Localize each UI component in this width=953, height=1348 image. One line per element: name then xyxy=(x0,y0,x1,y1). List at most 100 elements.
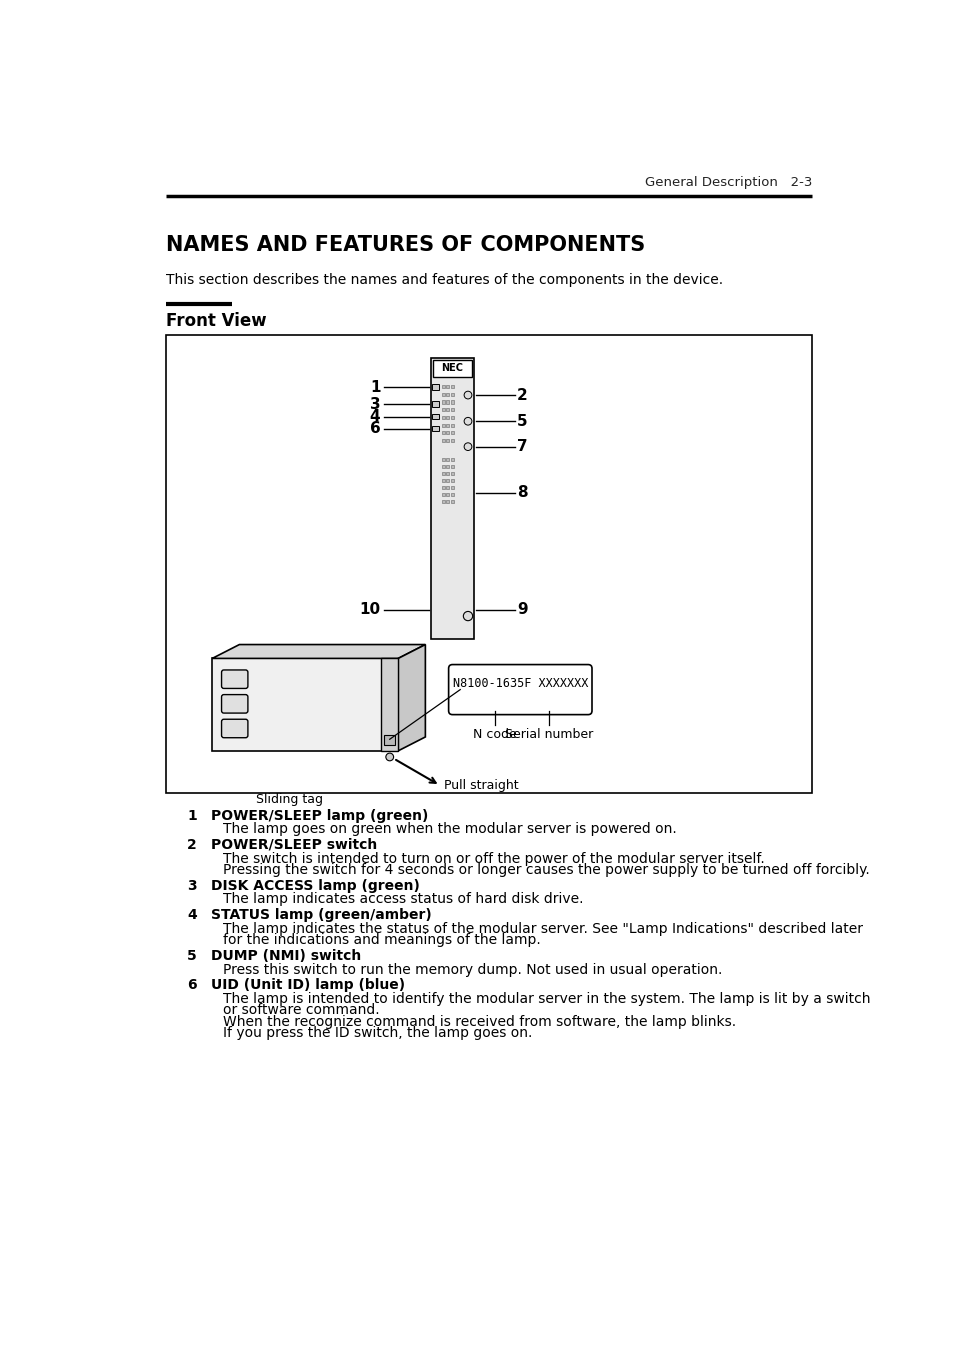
Text: 4: 4 xyxy=(370,410,380,425)
Text: Pressing the switch for 4 seconds or longer causes the power supply to be turned: Pressing the switch for 4 seconds or lon… xyxy=(223,863,869,878)
Text: This section describes the names and features of the components in the device.: This section describes the names and fea… xyxy=(166,274,722,287)
Bar xyxy=(446,439,449,442)
Text: 5: 5 xyxy=(187,949,196,962)
Text: POWER/SLEEP lamp (green): POWER/SLEEP lamp (green) xyxy=(211,809,428,822)
Bar xyxy=(451,472,454,474)
Bar xyxy=(446,392,449,396)
Text: The lamp indicates the status of the modular server. See "Lamp Indications" desc: The lamp indicates the status of the mod… xyxy=(223,922,862,936)
Bar xyxy=(446,458,449,461)
Text: 1: 1 xyxy=(370,380,380,395)
Bar xyxy=(441,500,444,503)
Text: 3: 3 xyxy=(187,879,196,892)
Text: The lamp indicates access status of hard disk drive.: The lamp indicates access status of hard… xyxy=(223,892,583,906)
Bar xyxy=(446,465,449,468)
Text: The lamp goes on green when the modular server is powered on.: The lamp goes on green when the modular … xyxy=(223,822,676,836)
Bar xyxy=(432,384,439,390)
FancyBboxPatch shape xyxy=(221,670,248,689)
FancyBboxPatch shape xyxy=(221,694,248,713)
Bar xyxy=(381,658,397,751)
Bar xyxy=(441,465,444,468)
FancyBboxPatch shape xyxy=(221,720,248,737)
Text: DISK ACCESS lamp (green): DISK ACCESS lamp (green) xyxy=(211,879,419,892)
Bar xyxy=(451,431,454,434)
Text: or software command.: or software command. xyxy=(223,1003,379,1018)
Bar xyxy=(451,465,454,468)
Text: 4: 4 xyxy=(187,909,196,922)
Text: N8100-1635F XXXXXXX: N8100-1635F XXXXXXX xyxy=(452,677,587,690)
Bar xyxy=(446,408,449,411)
Bar xyxy=(451,479,454,483)
Text: The switch is intended to turn on or off the power of the modular server itself.: The switch is intended to turn on or off… xyxy=(223,852,764,865)
Bar xyxy=(384,736,395,744)
Text: 7: 7 xyxy=(517,439,527,454)
Bar xyxy=(441,408,444,411)
Text: DUMP (NMI) switch: DUMP (NMI) switch xyxy=(211,949,360,962)
Text: NEC: NEC xyxy=(441,363,463,373)
Text: Front View: Front View xyxy=(166,311,266,330)
Text: 10: 10 xyxy=(359,603,380,617)
Circle shape xyxy=(464,418,472,425)
Bar xyxy=(441,479,444,483)
Polygon shape xyxy=(397,644,425,751)
Circle shape xyxy=(463,612,472,620)
Text: Pull straight: Pull straight xyxy=(443,779,518,793)
Bar xyxy=(451,458,454,461)
Bar xyxy=(441,417,444,419)
Bar xyxy=(441,431,444,434)
Bar xyxy=(451,493,454,496)
Bar xyxy=(432,402,439,407)
Text: 6: 6 xyxy=(187,977,196,992)
Text: 1: 1 xyxy=(187,809,196,822)
Bar xyxy=(446,417,449,419)
Bar xyxy=(451,423,454,426)
Bar xyxy=(441,423,444,426)
Bar xyxy=(212,658,397,751)
Text: for the indications and meanings of the lamp.: for the indications and meanings of the … xyxy=(223,933,540,948)
Bar xyxy=(431,359,474,639)
Bar xyxy=(446,500,449,503)
Text: 3: 3 xyxy=(370,396,380,411)
Bar xyxy=(441,493,444,496)
Bar xyxy=(446,431,449,434)
Bar xyxy=(451,417,454,419)
Text: UID (Unit ID) lamp (blue): UID (Unit ID) lamp (blue) xyxy=(211,977,404,992)
Bar xyxy=(446,472,449,474)
Circle shape xyxy=(385,754,394,760)
FancyBboxPatch shape xyxy=(448,665,592,714)
Bar xyxy=(446,493,449,496)
Bar xyxy=(441,400,444,403)
Text: 6: 6 xyxy=(369,422,380,437)
Bar xyxy=(451,485,454,489)
Bar xyxy=(451,400,454,403)
Bar xyxy=(446,479,449,483)
Text: POWER/SLEEP switch: POWER/SLEEP switch xyxy=(211,838,376,852)
Text: STATUS lamp (green/amber): STATUS lamp (green/amber) xyxy=(211,909,431,922)
Text: NAMES AND FEATURES OF COMPONENTS: NAMES AND FEATURES OF COMPONENTS xyxy=(166,235,644,255)
Text: General Description   2-3: General Description 2-3 xyxy=(644,175,811,189)
Text: The lamp is intended to identify the modular server in the system. The lamp is l: The lamp is intended to identify the mod… xyxy=(223,992,870,1006)
FancyBboxPatch shape xyxy=(433,360,472,376)
Bar xyxy=(446,400,449,403)
Polygon shape xyxy=(212,644,425,658)
Text: 2: 2 xyxy=(517,388,527,403)
Text: If you press the ID switch, the lamp goes on.: If you press the ID switch, the lamp goe… xyxy=(223,1026,532,1041)
Bar xyxy=(441,392,444,396)
Bar xyxy=(451,408,454,411)
Bar xyxy=(441,458,444,461)
Text: When the recognize command is received from software, the lamp blinks.: When the recognize command is received f… xyxy=(223,1015,736,1029)
Bar xyxy=(441,472,444,474)
Text: Sliding tag: Sliding tag xyxy=(256,793,323,806)
Text: N code: N code xyxy=(473,728,517,740)
Text: 9: 9 xyxy=(517,603,527,617)
Bar xyxy=(441,485,444,489)
Bar xyxy=(451,500,454,503)
Bar xyxy=(446,386,449,388)
Text: Serial number: Serial number xyxy=(505,728,593,740)
Bar xyxy=(446,423,449,426)
Bar xyxy=(432,426,439,431)
Bar xyxy=(446,485,449,489)
Text: Press this switch to run the memory dump. Not used in usual operation.: Press this switch to run the memory dump… xyxy=(223,962,721,976)
Text: 5: 5 xyxy=(517,414,527,429)
Bar xyxy=(451,392,454,396)
Text: 2: 2 xyxy=(187,838,196,852)
